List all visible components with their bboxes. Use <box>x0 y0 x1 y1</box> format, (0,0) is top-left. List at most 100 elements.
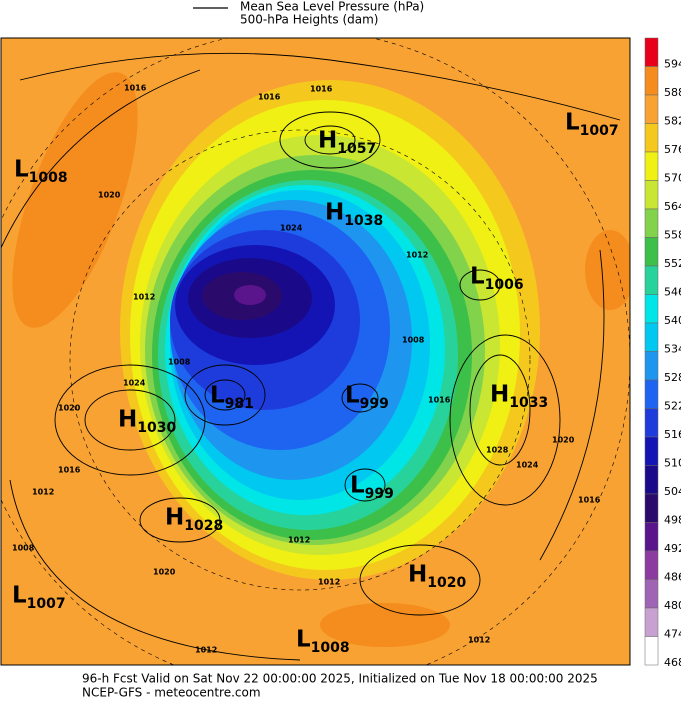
colorbar-box <box>644 493 659 523</box>
map-frame <box>0 37 631 666</box>
pressure-center-value: 1057 <box>337 141 376 157</box>
colorbar-label: 576 <box>664 143 681 156</box>
colorbar-box <box>644 322 659 352</box>
colorbar-label: 558 <box>664 229 681 242</box>
isobar-label: 1016 <box>58 466 81 475</box>
height-fill <box>234 285 266 305</box>
colorbar-label: 504 <box>664 485 681 498</box>
isobar-label: 1012 <box>133 293 155 302</box>
pressure-center-value: 999 <box>365 486 394 502</box>
pressure-center-value: 981 <box>225 396 254 412</box>
isobar-label: 1012 <box>468 636 490 645</box>
pressure-center-value: 1028 <box>184 518 223 534</box>
colorbar-box <box>644 522 659 552</box>
pressure-center-letter: L <box>14 157 29 183</box>
pressure-center-letter: H <box>490 382 509 408</box>
colorbar-label: 510 <box>664 457 681 470</box>
footer-text: NCEP-GFS - meteocentre.com <box>82 686 261 700</box>
isobar-label: 1024 <box>516 461 539 470</box>
colorbar-box <box>644 265 659 295</box>
colorbar-label: 546 <box>664 286 681 299</box>
pressure-center-value: 1033 <box>509 395 548 411</box>
colorbar-box <box>644 408 659 438</box>
pressure-center-letter: H <box>408 562 427 588</box>
pressure-center-letter: L <box>345 383 360 409</box>
colorbar-box <box>644 294 659 324</box>
pressure-center-value: 1006 <box>485 277 524 293</box>
colorbar-box <box>644 180 659 210</box>
pressure-center-letter: L <box>350 473 365 499</box>
isobar-label: 1012 <box>32 488 54 497</box>
isobar-label: 1024 <box>123 379 146 388</box>
colorbar-box <box>644 94 659 124</box>
colorbar-label: 486 <box>664 571 681 584</box>
isobar-label: 1016 <box>428 396 451 405</box>
colorbar-label: 516 <box>664 428 681 441</box>
isobars <box>1 38 630 665</box>
colorbar-box <box>644 151 659 181</box>
colorbar-box <box>644 579 659 609</box>
pressure-center-letter: L <box>210 383 225 409</box>
colorbar-label: 498 <box>664 514 681 527</box>
colorbar-label: 570 <box>664 172 681 185</box>
height-fill <box>585 230 630 310</box>
colorbar-box <box>644 208 659 238</box>
isobar-label: 1008 <box>12 544 35 553</box>
isobar-label: 1020 <box>58 404 81 413</box>
colorbar-label: 564 <box>664 200 681 213</box>
isobar-label: 1020 <box>98 191 121 200</box>
colorbar-label: 474 <box>664 628 681 641</box>
isobar-label: 1012 <box>288 536 310 545</box>
colorbar-box <box>644 123 659 153</box>
pressure-center-value: 1020 <box>427 575 466 591</box>
pressure-center-value: 1008 <box>29 170 68 186</box>
colorbar-label: 534 <box>664 343 681 356</box>
colorbar-label: 480 <box>664 599 681 612</box>
colorbar-label: 522 <box>664 400 681 413</box>
colorbar-label: 594 <box>664 58 681 71</box>
height-fill <box>12 72 138 328</box>
colorbar-label: 468 <box>664 656 681 669</box>
pressure-center-letter: H <box>118 407 137 433</box>
colorbar-box <box>644 37 659 67</box>
pressure-center-value: 1038 <box>344 213 383 229</box>
colorbar-box <box>644 436 659 466</box>
pressure-center-letter: L <box>470 264 485 290</box>
isobar-label: 1016 <box>578 496 601 505</box>
isobar-label: 1016 <box>258 93 281 102</box>
pressure-center-letter: H <box>165 505 184 531</box>
isobar-label: 1012 <box>406 251 428 260</box>
colorbar-box <box>644 550 659 580</box>
height-fills <box>1 38 630 665</box>
isobar-label: 1024 <box>280 224 303 233</box>
isobar-label: 1012 <box>195 646 217 655</box>
isobar-label: 1016 <box>310 85 333 94</box>
pressure-center-letter: H <box>325 200 344 226</box>
colorbar-box <box>644 636 659 666</box>
footer-text: 96-h Fcst Valid on Sat Nov 22 00:00:00 2… <box>82 672 598 686</box>
pressure-center-value: 1007 <box>580 123 619 139</box>
pressure-center-letter: L <box>565 110 580 136</box>
colorbar-box <box>644 607 659 637</box>
isobar-label: 1028 <box>486 446 509 455</box>
colorbar-box <box>644 237 659 267</box>
isobar-label: 1012 <box>318 578 340 587</box>
colorbar-label: 540 <box>664 314 681 327</box>
colorbar-box <box>644 351 659 381</box>
pressure-center-letter: L <box>12 583 27 609</box>
pressure-center-letter: H <box>318 128 337 154</box>
pressure-center-value: 999 <box>360 396 389 412</box>
colorbar-label: 492 <box>664 542 681 555</box>
isobar-label: 1020 <box>552 436 575 445</box>
pressure-center-value: 1007 <box>27 596 66 612</box>
isobar-label: 1020 <box>153 568 176 577</box>
pressure-center-letter: L <box>296 627 311 653</box>
colorbar-box <box>644 66 659 96</box>
isobar-label: 1008 <box>168 358 191 367</box>
colorbar-label: 582 <box>664 115 681 128</box>
colorbar-label: 528 <box>664 371 681 384</box>
pressure-center-value: 1030 <box>137 420 176 436</box>
colorbar-box <box>644 465 659 495</box>
